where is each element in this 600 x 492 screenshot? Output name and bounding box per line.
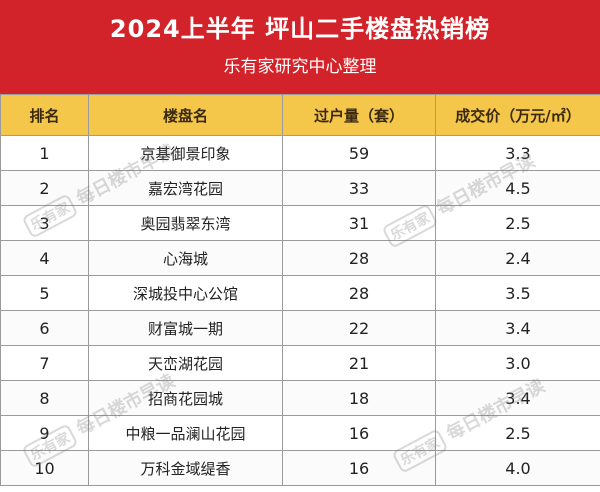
price-cell: 3.4	[435, 380, 600, 416]
property-name-cell: 中粮一品澜山花园	[88, 415, 283, 451]
property-name-cell: 深城投中心公馆	[88, 275, 283, 311]
table-row: 10 万科金域缇香 16 4.0	[0, 450, 600, 486]
volume-cell: 28	[282, 275, 436, 311]
price-cell: 2.5	[435, 205, 600, 241]
column-header-rank: 排名	[0, 94, 89, 136]
rank-cell: 6	[0, 310, 89, 346]
property-name-cell: 天峦湖花园	[88, 345, 283, 381]
rank-cell: 4	[0, 240, 89, 276]
price-cell: 3.5	[435, 275, 600, 311]
table-row: 8 招商花园城 18 3.4	[0, 380, 600, 416]
price-cell: 3.4	[435, 310, 600, 346]
volume-cell: 18	[282, 380, 436, 416]
rank-cell: 8	[0, 380, 89, 416]
rank-cell: 10	[0, 450, 89, 486]
rank-cell: 9	[0, 415, 89, 451]
price-cell: 2.5	[435, 415, 600, 451]
volume-cell: 33	[282, 170, 436, 206]
table-row: 1 京基御景印象 59 3.3	[0, 135, 600, 171]
table-row: 9 中粮一品澜山花园 16 2.5	[0, 415, 600, 451]
column-header-name: 楼盘名	[88, 94, 283, 136]
column-header-volume: 过户量（套）	[282, 94, 436, 136]
rank-cell: 7	[0, 345, 89, 381]
volume-cell: 16	[282, 450, 436, 486]
property-name-cell: 嘉宏湾花园	[88, 170, 283, 206]
table-row: 5 深城投中心公馆 28 3.5	[0, 275, 600, 311]
price-cell: 2.4	[435, 240, 600, 276]
rank-cell: 2	[0, 170, 89, 206]
price-cell: 4.5	[435, 170, 600, 206]
page-subtitle: 乐有家研究中心整理	[223, 57, 377, 77]
title-banner: 2024上半年 坪山二手楼盘热销榜 乐有家研究中心整理	[0, 0, 600, 94]
table-row: 6 财富城一期 22 3.4	[0, 310, 600, 346]
price-cell: 3.0	[435, 345, 600, 381]
property-name-cell: 财富城一期	[88, 310, 283, 346]
page-title: 2024上半年 坪山二手楼盘热销榜	[109, 15, 491, 43]
table-row: 4 心海城 28 2.4	[0, 240, 600, 276]
price-cell: 4.0	[435, 450, 600, 486]
table-row: 7 天峦湖花园 21 3.0	[0, 345, 600, 381]
price-cell: 3.3	[435, 135, 600, 171]
volume-cell: 16	[282, 415, 436, 451]
volume-cell: 28	[282, 240, 436, 276]
volume-cell: 22	[282, 310, 436, 346]
column-header-price: 成交价（万元/㎡）	[435, 94, 600, 136]
property-name-cell: 奥园翡翠东湾	[88, 205, 283, 241]
ranking-table: 排名 楼盘名 过户量（套） 成交价（万元/㎡） 1 京基御景印象 59 3.3 …	[0, 94, 600, 486]
property-name-cell: 京基御景印象	[88, 135, 283, 171]
rank-cell: 5	[0, 275, 89, 311]
rank-cell: 3	[0, 205, 89, 241]
volume-cell: 21	[282, 345, 436, 381]
volume-cell: 59	[282, 135, 436, 171]
table-row: 2 嘉宏湾花园 33 4.5	[0, 170, 600, 206]
volume-cell: 31	[282, 205, 436, 241]
property-name-cell: 心海城	[88, 240, 283, 276]
table-header-row: 排名 楼盘名 过户量（套） 成交价（万元/㎡）	[0, 94, 600, 136]
property-name-cell: 招商花园城	[88, 380, 283, 416]
rank-cell: 1	[0, 135, 89, 171]
property-name-cell: 万科金域缇香	[88, 450, 283, 486]
table-row: 3 奥园翡翠东湾 31 2.5	[0, 205, 600, 241]
